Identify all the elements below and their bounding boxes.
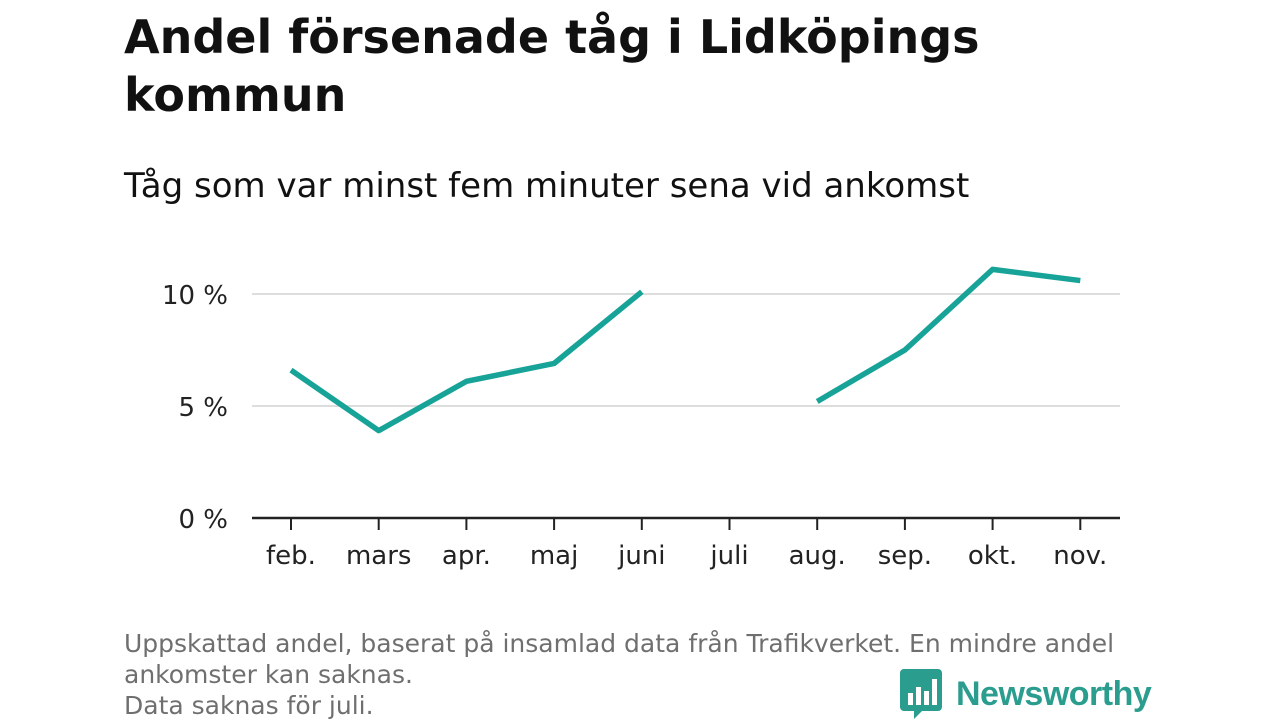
- line-chart: 0 % 5 % 10 % feb. mars apr. maj juni juli aug. sep…: [162, 266, 1120, 571]
- x-tick-label-2: apr.: [442, 541, 491, 571]
- x-tick-label-0: feb.: [266, 541, 316, 571]
- footnote: Uppskattad andel, baserat på insamlad da…: [124, 628, 1164, 721]
- footnote-line-1: Uppskattad andel, baserat på insamlad da…: [124, 629, 1115, 658]
- x-tick-label-6: aug.: [789, 541, 846, 571]
- x-tick-label-8: okt.: [968, 541, 1017, 571]
- x-tick-label-4: juni: [617, 541, 665, 571]
- footnote-line-3: Data saknas för juli.: [124, 691, 374, 720]
- brand-name: Newsworthy: [956, 674, 1152, 713]
- y-tick-label-5: 5 %: [178, 393, 228, 423]
- chart-title: Andel försenade tåg i Lidköpings kommun: [124, 10, 980, 122]
- series-line-segment-1: [815, 266, 1081, 404]
- y-tick-label-0: 0 %: [178, 505, 228, 535]
- x-tick-label-3: maj: [530, 541, 578, 571]
- brand-logo: Newsworthy: [900, 668, 1152, 720]
- x-tick-label-1: mars: [346, 541, 412, 571]
- bar-chart-speech-bubble-icon: [900, 669, 942, 719]
- chart-subtitle: Tåg som var minst fem minuter sena vid a…: [124, 166, 970, 206]
- x-tick-label-9: nov.: [1053, 541, 1107, 571]
- x-tick-label-7: sep.: [878, 541, 932, 571]
- footnote-line-2: ankomster kan saknas.: [124, 660, 413, 689]
- x-tick-label-5: juli: [709, 541, 748, 571]
- y-tick-label-10: 10 %: [162, 281, 228, 311]
- series-line-segment-0: [289, 289, 644, 434]
